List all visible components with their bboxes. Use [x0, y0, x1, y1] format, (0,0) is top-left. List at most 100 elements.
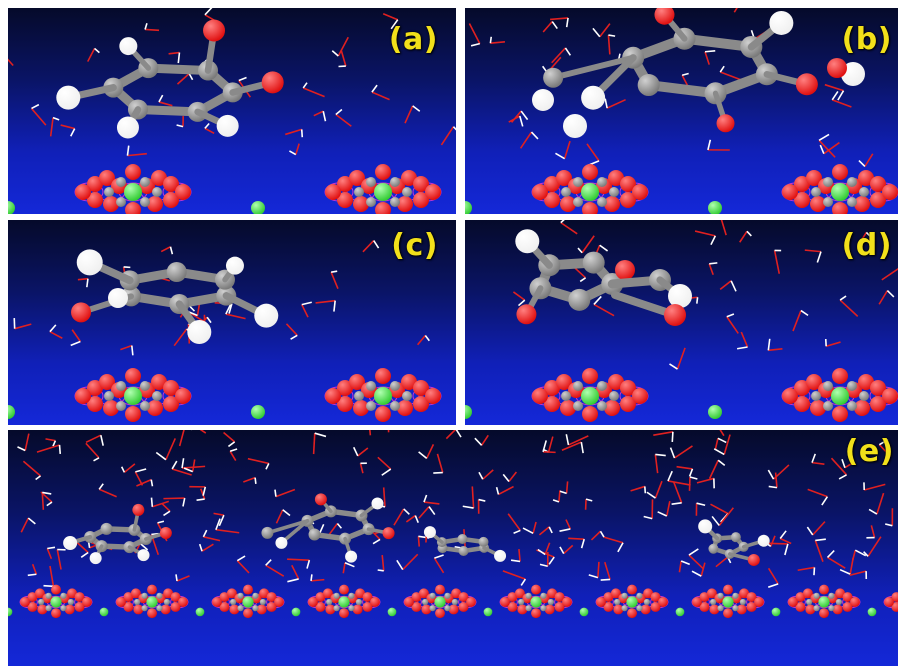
- surface-oxygen: [544, 176, 560, 192]
- water-bond: [171, 460, 178, 470]
- water-bond: [839, 568, 851, 575]
- surface-oxygen: [397, 196, 413, 212]
- surface-link-atom: [835, 598, 842, 606]
- surface-oxygen: [603, 602, 614, 612]
- surface-metal: [675, 607, 685, 617]
- water-molecule: [723, 434, 731, 455]
- water-bond: [310, 574, 313, 581]
- water-bond: [52, 440, 57, 447]
- surface-oxygen: [806, 374, 822, 390]
- water-bond: [680, 560, 691, 566]
- surface-link-atom: [333, 592, 340, 599]
- surface-oxygen: [163, 396, 179, 412]
- surface-oxygen: [699, 592, 710, 602]
- water-molecule: [176, 575, 190, 582]
- water-molecule: [849, 557, 854, 575]
- panel-a: (a): [8, 8, 456, 214]
- water-molecule: [243, 476, 256, 483]
- water-molecule: [302, 87, 325, 98]
- water-bond: [599, 244, 609, 252]
- surface-oxygen: [794, 176, 810, 192]
- surface-link-atom: [116, 197, 126, 207]
- surface-oxygen: [82, 597, 92, 607]
- water-molecule: [560, 221, 578, 235]
- surface-oxygen: [806, 170, 822, 186]
- surface-oxygen: [74, 602, 85, 612]
- water-molecule: [630, 485, 646, 492]
- water-molecule: [362, 240, 375, 253]
- surface-oxygen: [397, 400, 413, 416]
- surface-oxygen: [163, 588, 174, 599]
- water-bond: [265, 463, 270, 470]
- water-molecule: [163, 497, 185, 500]
- surface-oxygen: [219, 602, 230, 612]
- water-bond: [331, 270, 338, 273]
- surface-oxygen: [788, 597, 798, 607]
- surface-metal: [291, 607, 301, 617]
- water-bond: [548, 526, 553, 534]
- surface-oxygen: [103, 400, 119, 416]
- surface-link-atom: [813, 592, 820, 599]
- surface-metal: [434, 596, 446, 608]
- surface-oxygen: [362, 602, 373, 612]
- water-molecule: [863, 483, 886, 491]
- surface-oxygen: [723, 584, 733, 595]
- hydrogen-atom: [56, 85, 81, 110]
- surface-link-atom: [45, 592, 52, 599]
- water-bond: [768, 583, 779, 588]
- surface-link-atom: [597, 177, 607, 187]
- carbon-atom: [637, 74, 660, 97]
- water-bond: [202, 529, 208, 538]
- water-molecule: [674, 445, 693, 459]
- surface-link-atom: [429, 605, 436, 612]
- water-bond: [510, 559, 521, 563]
- water-molecule: [667, 480, 691, 486]
- water-molecule: [694, 230, 716, 237]
- surface-oxygen: [147, 584, 157, 595]
- surface-metal: [8, 607, 13, 617]
- surface-oxygen: [610, 588, 621, 599]
- water-bond: [691, 570, 702, 577]
- surface-link-atom: [451, 598, 458, 606]
- water-molecule: [739, 230, 748, 243]
- water-molecule: [8, 58, 14, 67]
- surface-oxygen: [325, 604, 336, 615]
- oxygen-atom: [132, 503, 145, 516]
- water-molecule: [152, 500, 170, 508]
- surface-link-atom: [717, 592, 724, 599]
- surface-oxygen: [782, 388, 798, 404]
- water-bond: [93, 457, 100, 462]
- water-bond: [548, 556, 555, 565]
- water-bond: [854, 549, 867, 557]
- surface-oxygen: [411, 602, 422, 612]
- surface-oxygen: [604, 196, 620, 212]
- carbon-atom: [166, 262, 187, 283]
- surface-oxygen: [632, 388, 648, 404]
- water-bond: [225, 303, 232, 315]
- surface-oxygen: [353, 400, 369, 416]
- water-bond: [560, 220, 565, 224]
- water-bond: [188, 311, 198, 317]
- water-molecule: [471, 486, 475, 509]
- surface-metal: [708, 405, 722, 419]
- surface-link-atom: [811, 391, 821, 401]
- water-molecule: [445, 430, 457, 440]
- surface-oxygen: [99, 170, 115, 186]
- water-bond: [585, 498, 593, 502]
- water-molecule: [404, 105, 414, 124]
- surface-link-atom: [636, 592, 643, 599]
- surface-link-atom: [116, 177, 126, 187]
- water-molecule: [508, 115, 521, 123]
- surface-oxygen: [500, 597, 510, 607]
- water-molecule: [236, 560, 250, 574]
- surface-link-atom: [614, 598, 621, 606]
- surface-oxygen: [842, 602, 853, 612]
- water-molecule: [538, 526, 550, 536]
- water-bond: [236, 555, 246, 562]
- surface-link-atom: [152, 187, 162, 197]
- surface-oxygen: [554, 592, 565, 602]
- water-bond: [565, 434, 570, 446]
- surface-oxygen: [544, 396, 560, 412]
- surface-oxygen: [532, 184, 548, 200]
- surface-oxygen: [337, 396, 353, 412]
